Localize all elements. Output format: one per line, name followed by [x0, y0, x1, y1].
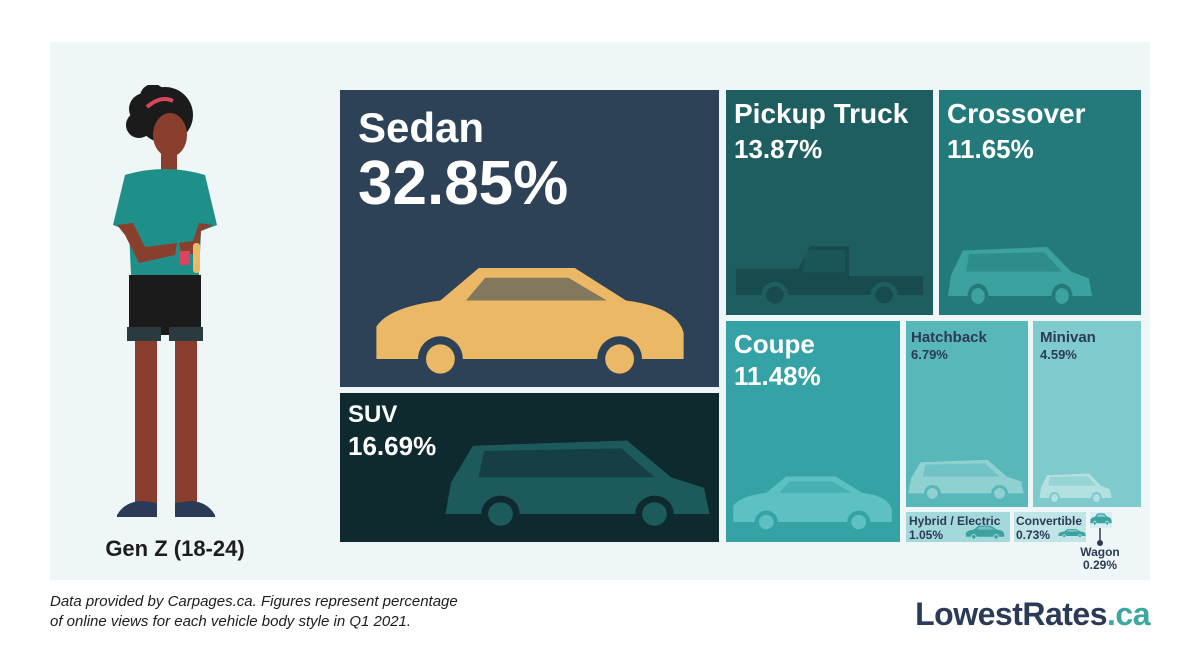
- hybrid-electric-percentage-label: 1.05%: [909, 528, 944, 542]
- wagon-callout-pointer: [1097, 528, 1103, 546]
- treemap-tile-coupe: Coupe 11.48%: [726, 321, 900, 542]
- treemap-tile-hybrid-electric: Hybrid / Electric 1.05%: [906, 512, 1010, 542]
- brand-main: LowestRates: [915, 596, 1108, 632]
- treemap-tile-hatchback: Hatchback 6.79%: [906, 321, 1028, 507]
- convertible-percentage-label: 0.73%: [1016, 528, 1051, 542]
- coupe-percentage-label: 11.48%: [734, 361, 821, 391]
- coupe-car-icon: [733, 476, 892, 534]
- wagon-callout-label: Wagon 0.29%: [1072, 546, 1128, 572]
- footnote-line-2: of online views for each vehicle body st…: [50, 613, 412, 630]
- treemap-tile-wagon: [1090, 512, 1112, 528]
- minivan-percentage-label: 4.59%: [1040, 347, 1077, 362]
- lowestrates-logo: LowestRates.ca: [915, 596, 1150, 633]
- pickup-truck-percentage-label: 13.87%: [734, 134, 823, 164]
- sedan-car-icon: [376, 268, 684, 382]
- brand-dot: .: [1107, 596, 1116, 632]
- minivan-name-label: Minivan: [1040, 329, 1096, 346]
- hatchback-car-icon: [908, 459, 1024, 502]
- data-source-footnote: Data provided by Carpages.ca. Figures re…: [50, 592, 570, 632]
- treemap-tile-convertible: Convertible 0.73%: [1014, 512, 1086, 542]
- treemap-tile-minivan: Minivan 4.59%: [1033, 321, 1141, 507]
- hybrid-electric-name-label: Hybrid / Electric: [909, 514, 1001, 528]
- brand-suffix: ca: [1115, 596, 1150, 632]
- sedan-percentage-label: 32.85%: [358, 149, 569, 218]
- coupe-name-label: Coupe: [734, 329, 815, 359]
- sedan-name-label: Sedan: [358, 104, 485, 151]
- treemap-tile-suv: SUV 16.69%: [340, 393, 719, 542]
- hatchback-name-label: Hatchback: [911, 329, 987, 346]
- suv-car-icon: [445, 440, 710, 533]
- minivan-car-icon: [1039, 473, 1112, 505]
- suv-percentage-label: 16.69%: [348, 431, 437, 461]
- crossover-car-icon: [948, 247, 1092, 309]
- crossover-percentage-label: 11.65%: [947, 134, 1034, 164]
- footnote-line-1: Data provided by Carpages.ca. Figures re…: [50, 593, 458, 610]
- pickup-truck-car-icon: [735, 246, 924, 309]
- wagon-car-icon: [1090, 513, 1112, 526]
- pickup-truck-name-label: Pickup Truck: [734, 98, 909, 129]
- treemap-tile-sedan: Sedan 32.85%: [340, 90, 719, 387]
- hybrid-electric-car-icon: [965, 525, 1005, 540]
- treemap-tile-crossover: Crossover 11.65%: [939, 90, 1141, 315]
- hatchback-percentage-label: 6.79%: [911, 347, 948, 362]
- gen-z-person-illustration: [113, 85, 217, 517]
- convertible-car-icon: [1058, 529, 1086, 538]
- wagon-name: Wagon: [1080, 545, 1120, 559]
- treemap-tile-pickup-truck: Pickup Truck 13.87%: [726, 90, 933, 315]
- suv-name-label: SUV: [348, 401, 398, 428]
- wagon-percentage: 0.29%: [1082, 558, 1118, 572]
- person-age-group-label: Gen Z (18-24): [105, 536, 245, 561]
- crossover-name-label: Crossover: [947, 98, 1086, 129]
- convertible-name-label: Convertible: [1016, 514, 1083, 528]
